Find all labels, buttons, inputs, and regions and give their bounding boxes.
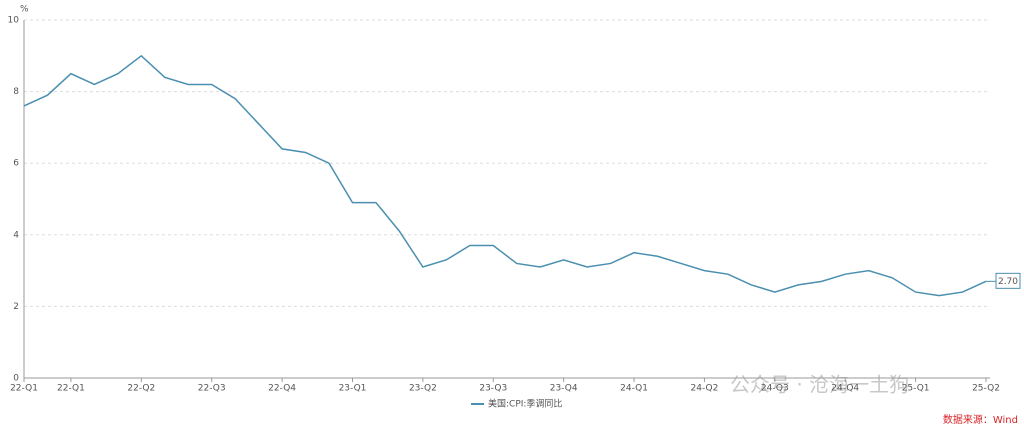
x-tick-label: 23-Q1: [339, 384, 367, 394]
y-tick-label: 10: [8, 16, 20, 26]
x-tick-label: 24-Q1: [620, 384, 648, 394]
y-tick-label: 8: [13, 87, 19, 97]
y-tick-label: 4: [13, 230, 19, 240]
x-tick-label: 24-Q2: [691, 384, 719, 394]
x-tick-label: 23-Q2: [409, 384, 437, 394]
x-tick-label: 25-Q2: [972, 384, 1000, 394]
x-tick-label: 22-Q4: [268, 384, 296, 394]
x-tick-label: 22-Q2: [127, 384, 155, 394]
x-tick-label: 22-Q3: [198, 384, 226, 394]
x-tick-label: 24-Q4: [831, 384, 859, 394]
y-tick-label: 2: [13, 302, 19, 312]
y-tick-label: 6: [13, 159, 19, 169]
x-tick-label: 23-Q3: [479, 384, 507, 394]
value-label: 2.70: [998, 277, 1018, 287]
y-tick-label: 0: [13, 374, 19, 384]
x-tick-label: 25-Q1: [902, 384, 930, 394]
line: [23, 54, 987, 297]
x-tick-label: 22-Q1: [57, 384, 85, 394]
y-unit: %: [20, 5, 29, 15]
x-tick-label: 24-Q3: [761, 384, 789, 394]
legend-label: 美国:CPI:季调同比: [488, 398, 562, 410]
x-tick-label: 22-Q1: [10, 384, 38, 394]
x-tick-label: 23-Q4: [550, 384, 578, 394]
source: 数据来源：Wind: [943, 413, 1018, 426]
watermark: 公众号 · 沧海一土狗: [730, 373, 909, 397]
